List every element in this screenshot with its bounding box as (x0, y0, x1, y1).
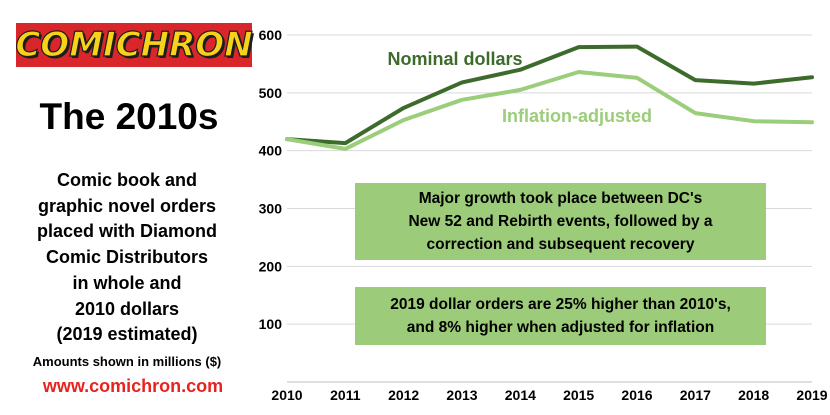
annotation-text: Major growth took place between DC's (419, 190, 703, 207)
annotation-box (355, 183, 766, 260)
x-tick-label: 2017 (680, 387, 711, 403)
y-tick-label: 300 (259, 201, 283, 217)
x-tick-label: 2013 (446, 387, 477, 403)
x-tick-label: 2012 (388, 387, 419, 403)
annotation-text: correction and subsequent recovery (427, 236, 695, 253)
annotation-text: and 8% higher when adjusted for inflatio… (407, 319, 714, 336)
series-line-inflation-adjusted (285, 70, 814, 151)
description-line: Comic Distributors (45, 247, 209, 268)
description-line: in whole and (72, 272, 182, 293)
description-line: placed with Diamond (36, 221, 218, 242)
y-tick-label: 600 (259, 27, 283, 43)
x-tick-label: 2018 (738, 387, 769, 403)
description-line: Comic book and (56, 170, 197, 190)
description-line: 2010 dollars (74, 298, 180, 319)
x-tick-label: 2019 (796, 387, 827, 403)
series-label-inflation-adjusted: Inflation-adjusted (502, 106, 652, 126)
annotation-text: New 52 and Rebirth events, followed by a (408, 213, 712, 230)
x-tick-label: 2010 (271, 387, 302, 403)
page-title: The 2010s (39, 96, 219, 137)
description-line: (2019 estimated) (56, 324, 198, 345)
website-link[interactable]: www.comichron.com (42, 376, 224, 396)
description-line: graphic novel orders (37, 195, 217, 216)
annotation-text: 2019 dollar orders are 25% higher than 2… (390, 296, 731, 313)
y-tick-label: 200 (259, 258, 283, 274)
x-tick-label: 2016 (621, 387, 652, 403)
chart-description: Comic book and graphic novel orders plac… (0, 168, 254, 348)
logo-text: COMICHRON (15, 24, 253, 65)
x-tick-label: 2015 (563, 387, 594, 403)
annotation-box (355, 287, 766, 345)
x-tick-label: 2014 (505, 387, 536, 403)
y-tick-label: 400 (259, 143, 283, 159)
y-tick-label: 500 (259, 85, 283, 101)
series-label-nominal: Nominal dollars (387, 49, 522, 69)
comichron-logo: COMICHRON (15, 23, 253, 67)
x-tick-label: 2011 (330, 387, 361, 403)
units-note: Amounts shown in millions ($) (32, 354, 222, 369)
y-tick-label: 100 (259, 316, 283, 332)
series-line-nominal (285, 44, 814, 146)
